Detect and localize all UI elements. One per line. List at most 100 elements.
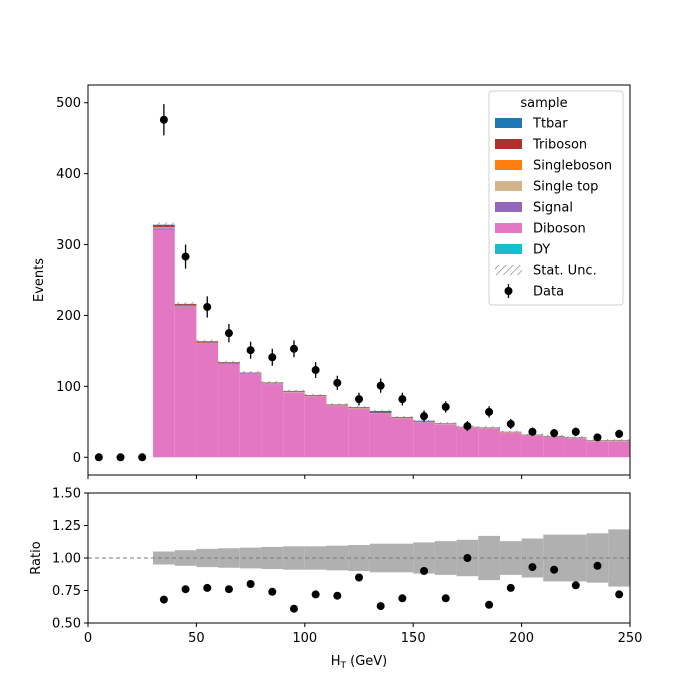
- main-axes-frame: [87, 84, 631, 476]
- ratio-y-tick-label: 1.25: [52, 519, 81, 534]
- legend-entry-dy-label: DY: [533, 243, 550, 258]
- data-point: [571, 427, 580, 436]
- legend: sample Ttbar Triboson Singleboson Single top…: [488, 90, 624, 306]
- bar-diboson: [456, 428, 479, 458]
- legend-entry-data-marker: [504, 287, 513, 295]
- data-point: [203, 302, 212, 311]
- ratio-x-tick-label: 250: [618, 631, 643, 646]
- data-point: [289, 344, 298, 353]
- stat-unc-hatch: [326, 403, 349, 406]
- data-point: [463, 422, 472, 431]
- data-point: [485, 407, 494, 416]
- ratio-point: [571, 581, 580, 590]
- ratio-point: [268, 587, 277, 596]
- data-point: [593, 433, 602, 442]
- data-point: [224, 329, 233, 338]
- bar-diboson: [326, 406, 349, 458]
- y-tick-label: 100: [56, 380, 81, 395]
- stat-unc-hatch: [369, 409, 392, 413]
- ratio-y-axis-label: Ratio: [29, 541, 44, 574]
- y-tick-label: 400: [56, 167, 81, 182]
- ratio-point: [506, 583, 515, 592]
- ratio-unc-band: [564, 534, 587, 582]
- data-point: [376, 381, 385, 390]
- stat-unc-hatch: [564, 436, 587, 439]
- bar-diboson: [478, 428, 500, 458]
- bar-diboson: [434, 424, 457, 458]
- legend-entry-singleboson-label: Singleboson: [533, 159, 612, 174]
- data-point: [159, 115, 168, 124]
- legend-entry-single-top-label: Single top: [533, 180, 598, 195]
- legend-entry-signal-swatch: [495, 202, 522, 212]
- stat-unc-hatch: [174, 302, 197, 306]
- legend-box: [488, 90, 624, 306]
- ratio-x-tick-label: 0: [84, 631, 92, 646]
- stat-unc-hatch: [239, 371, 262, 374]
- bar-signal: [196, 343, 219, 344]
- legend-entry-data-label: Data: [533, 285, 564, 300]
- ratio-point: [376, 602, 385, 611]
- bar-diboson: [239, 374, 262, 458]
- data-point: [528, 427, 537, 436]
- legend-entry-diboson-label: Diboson: [533, 222, 586, 237]
- stat-unc-hatch: [283, 389, 305, 393]
- ratio-y-tick-label: 0.50: [52, 617, 81, 632]
- bar-diboson: [153, 229, 175, 458]
- x-axis-label: HT (GeV): [331, 654, 388, 671]
- bar-diboson: [369, 414, 392, 458]
- bar-signal: [153, 228, 175, 230]
- bar-signal: [174, 306, 197, 307]
- ratio-y-tick-label: 1.00: [52, 552, 81, 567]
- ratio-unc-band: [326, 545, 349, 571]
- bar-diboson: [174, 306, 197, 458]
- ratio-point: [333, 591, 342, 600]
- legend-entry-ttbar-swatch: [495, 118, 522, 128]
- ratio-x-tick-label: 100: [292, 631, 317, 646]
- ratio-point: [593, 561, 602, 570]
- y-axis-label: Events: [32, 258, 47, 302]
- ratio-x-tick-label: 200: [509, 631, 534, 646]
- legend-entry-stat-unc--swatch: [495, 265, 522, 275]
- ratio-unc-band: [153, 551, 175, 565]
- legend-entry-triboson-label: Triboson: [532, 138, 587, 153]
- stat-unc-hatch: [153, 222, 175, 228]
- y-tick-label: 500: [56, 96, 81, 111]
- ratio-unc-band: [369, 543, 392, 573]
- bar-diboson: [521, 436, 544, 458]
- ratio-unc-band: [174, 550, 197, 566]
- ratio-point: [528, 563, 537, 572]
- data-point: [311, 366, 320, 375]
- ratio-point: [355, 573, 363, 582]
- ratio-point: [550, 565, 559, 574]
- stat-unc-hatch: [261, 381, 284, 384]
- x-axis-label-main: H: [331, 654, 341, 669]
- data-point: [333, 378, 342, 387]
- stat-unc-hatch: [196, 339, 219, 343]
- ratio-point: [311, 590, 320, 599]
- ratio-point: [289, 604, 298, 613]
- bar-diboson: [304, 397, 327, 458]
- bar-diboson: [608, 441, 630, 458]
- stat-unc-hatch: [478, 426, 500, 429]
- bar-diboson: [391, 418, 414, 458]
- ratio-point: [485, 600, 494, 609]
- ratio-panel: 0.50 0.75 1.00 1.25 1.50 0 50 100 150 200 250 Ratio…: [29, 487, 642, 672]
- stat-unc-hatch: [348, 406, 370, 409]
- stat-unc-hatch: [391, 416, 414, 419]
- legend-entry-diboson-swatch: [495, 223, 522, 233]
- legend-entry-ttbar-label: Ttbar: [532, 117, 568, 132]
- ratio-y-tick-label: 0.75: [52, 584, 81, 599]
- x-axis-label-unit: (GeV): [346, 654, 387, 669]
- bar-diboson: [564, 438, 587, 458]
- ratio-point: [463, 554, 472, 562]
- legend-entry-stat-unc--label: Stat. Unc.: [533, 264, 597, 279]
- legend-title: sample: [520, 96, 567, 111]
- ratio-unc-band: [608, 529, 630, 587]
- data-point: [116, 453, 125, 462]
- bar-diboson: [218, 364, 240, 458]
- y-tick-label: 0: [73, 451, 81, 466]
- bar-diboson: [196, 343, 219, 458]
- ratio-point: [203, 583, 212, 592]
- ratio-point: [159, 595, 168, 604]
